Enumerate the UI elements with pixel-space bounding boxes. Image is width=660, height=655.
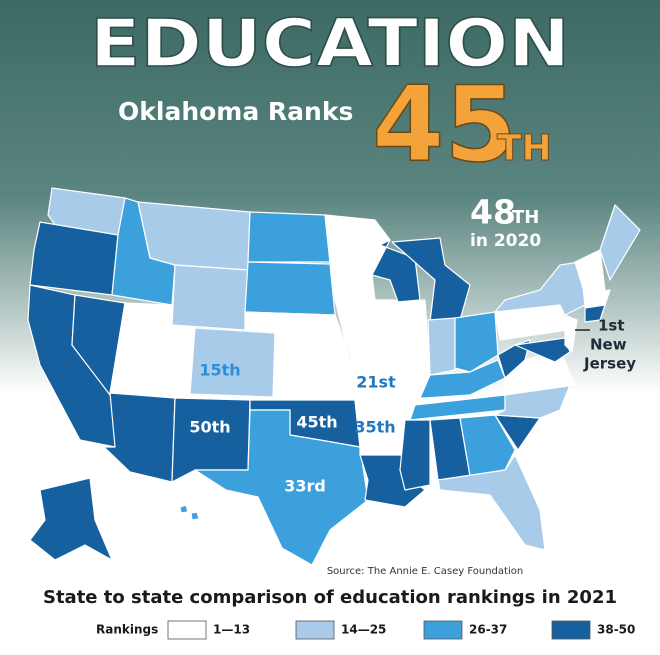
state-rank-label: 21st bbox=[356, 373, 396, 392]
state-rank-label: 15th bbox=[199, 361, 240, 380]
callout-state: New bbox=[590, 336, 627, 354]
us-map: 15th 23rd 21st 50th 45th 35th 33rd bbox=[27, 187, 641, 566]
state bbox=[244, 261, 336, 316]
state bbox=[194, 409, 369, 566]
state bbox=[247, 211, 331, 263]
title: EDUCATION bbox=[90, 5, 570, 82]
state bbox=[459, 414, 516, 477]
state-rank-label: 35th bbox=[354, 418, 395, 437]
legend-swatch bbox=[167, 620, 207, 640]
state bbox=[334, 299, 406, 341]
state bbox=[190, 511, 200, 521]
state bbox=[391, 237, 471, 323]
state bbox=[427, 317, 456, 376]
state bbox=[29, 221, 119, 296]
legend-title: Rankings bbox=[96, 623, 158, 637]
state bbox=[137, 201, 251, 271]
callout-rank: 1st bbox=[598, 317, 625, 335]
legend-label: 38-50 bbox=[597, 623, 635, 637]
legend-label: 14—25 bbox=[341, 623, 386, 637]
rank: 45 bbox=[372, 63, 517, 185]
callout-state: Jersey bbox=[583, 355, 636, 373]
state bbox=[179, 504, 189, 514]
source: Source: The Annie E. Casey Foundation bbox=[327, 566, 523, 577]
state-rank-label: 45th bbox=[296, 413, 337, 432]
state bbox=[419, 359, 506, 399]
legend: 1—13 14—25 26-37 38-50 bbox=[167, 620, 635, 640]
subtitle: Oklahoma Ranks bbox=[118, 97, 353, 126]
state bbox=[574, 249, 606, 296]
legend-label: 26-37 bbox=[469, 623, 507, 637]
state bbox=[564, 314, 578, 353]
legend-swatch bbox=[295, 620, 335, 640]
state-rank-label: 50th bbox=[189, 418, 230, 437]
legend-swatch bbox=[551, 620, 591, 640]
previous-rank: 48 bbox=[470, 193, 516, 232]
caption: State to state comparison of education r… bbox=[43, 587, 617, 608]
state bbox=[171, 264, 249, 331]
state bbox=[454, 311, 499, 373]
legend-label: 1—13 bbox=[213, 623, 250, 637]
rank-suffix: TH bbox=[497, 128, 552, 169]
previous-suffix: TH bbox=[512, 207, 539, 228]
state bbox=[437, 454, 546, 551]
state bbox=[599, 204, 641, 281]
state bbox=[514, 337, 571, 363]
legend-swatch bbox=[423, 620, 463, 640]
previous-year: in 2020 bbox=[470, 231, 541, 251]
state bbox=[399, 419, 431, 491]
state-rank-label: 33rd bbox=[284, 477, 326, 496]
state bbox=[29, 477, 113, 561]
state-rank-label: 23rd bbox=[281, 370, 323, 389]
state bbox=[324, 214, 391, 301]
state bbox=[584, 304, 606, 323]
